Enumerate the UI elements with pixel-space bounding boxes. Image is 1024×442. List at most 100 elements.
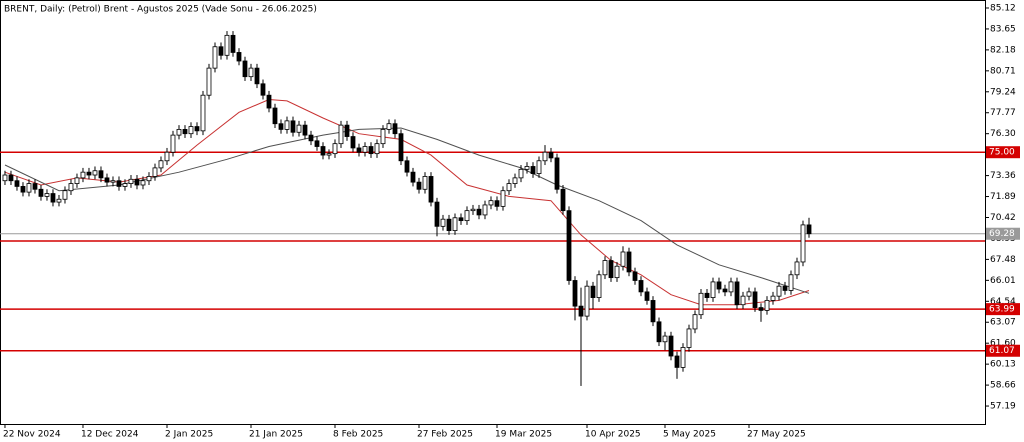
candle-body: [746, 291, 752, 297]
candle-body: [500, 190, 506, 207]
x-tick-label: 8 Feb 2025: [333, 430, 383, 440]
y-tick-label: 82.18: [990, 45, 1016, 55]
level-label: 61.07: [989, 346, 1015, 356]
y-tick-label: 79.24: [990, 87, 1016, 97]
candle-body: [152, 167, 158, 177]
chart-title: BRENT, Daily: (Petrol) Brent - Agustos 2…: [4, 5, 317, 15]
candle-body: [74, 177, 80, 184]
last-price-box: [986, 227, 1020, 240]
candle-body: [608, 260, 614, 279]
candle-body: [116, 180, 122, 187]
candle-body: [272, 107, 278, 125]
y-tick-label: 73.36: [990, 171, 1016, 181]
candle-body: [218, 46, 224, 56]
candle-body: [554, 157, 560, 190]
candle-body: [26, 183, 32, 193]
y-tick-label: 66.01: [990, 276, 1016, 286]
candle-body: [494, 200, 500, 207]
candle-body: [104, 177, 110, 183]
candle-body: [806, 224, 812, 235]
candle-body: [2, 174, 8, 182]
candle-body: [680, 347, 686, 368]
y-tick-label: 77.77: [990, 108, 1016, 118]
candle-body: [248, 67, 254, 78]
candle-body: [566, 210, 572, 281]
candle-body: [8, 174, 14, 182]
candle-body: [770, 295, 776, 301]
candle-body: [194, 126, 200, 132]
candle-body: [638, 280, 644, 293]
candle-body: [416, 181, 422, 190]
y-tick-label: 58.66: [990, 381, 1016, 391]
candle-body: [674, 355, 680, 368]
candle-body: [368, 146, 374, 155]
y-tick-label: 57.19: [990, 402, 1016, 412]
last-price-label: 69.28: [989, 229, 1015, 239]
candle-body: [512, 177, 518, 184]
candle-body: [542, 151, 548, 162]
x-tick-label: 19 Mar 2025: [495, 430, 552, 440]
candle-body: [158, 160, 164, 169]
candle-body: [440, 218, 446, 227]
candle-body: [284, 120, 290, 130]
y-tick-label: 61.60: [990, 339, 1016, 349]
candle-body: [386, 123, 392, 130]
candle-body: [146, 176, 152, 182]
level-label-box: [986, 303, 1020, 316]
candle-body: [164, 151, 170, 162]
x-tick-label: 27 May 2025: [747, 430, 806, 440]
candle-body: [560, 188, 566, 212]
candle-body: [704, 292, 710, 298]
candle-body: [446, 218, 452, 232]
candle-body: [572, 280, 578, 307]
candle-body: [224, 34, 230, 56]
candle-body: [230, 34, 236, 53]
y-tick-label: 76.30: [990, 129, 1016, 139]
candle-body: [530, 166, 536, 174]
x-tick-label: 27 Feb 2025: [417, 430, 473, 440]
x-tick-label: 22 Nov 2024: [3, 430, 61, 440]
candle-body: [170, 134, 176, 153]
candle-body: [200, 94, 206, 132]
candle-body: [476, 208, 482, 216]
candle-body: [602, 260, 608, 276]
candle-body: [404, 160, 410, 173]
candle-body: [38, 188, 44, 197]
candle-body: [794, 261, 800, 276]
candle-body: [92, 170, 98, 176]
x-tick-label: 2 Jan 2025: [165, 430, 213, 440]
candle-body: [662, 335, 668, 343]
candle-body: [452, 217, 458, 232]
moving-average: [4, 127, 810, 294]
y-tick-label: 60.13: [990, 360, 1016, 370]
candle-body: [326, 153, 332, 156]
candle-body: [380, 129, 386, 145]
candle-body: [722, 288, 728, 293]
candle-body: [344, 124, 350, 137]
candle-body: [464, 210, 470, 222]
candle-body: [668, 335, 674, 357]
candle-body: [68, 183, 74, 192]
candle-body: [590, 285, 596, 298]
candle-body: [710, 281, 716, 298]
candle-body: [398, 133, 404, 162]
candle-body: [410, 171, 416, 183]
candle-body: [332, 143, 338, 155]
candle-body: [716, 281, 722, 290]
level-label-box: [986, 146, 1020, 159]
candle-body: [632, 271, 638, 281]
candle-body: [296, 124, 302, 133]
candle-body: [266, 94, 272, 109]
candle-body: [50, 193, 56, 203]
candle-body: [32, 183, 38, 190]
candle-body: [752, 291, 758, 308]
candle-body: [356, 147, 362, 153]
candle-body: [536, 160, 542, 174]
candle-body: [644, 291, 650, 301]
candle-body: [308, 134, 314, 142]
level-label: 75.00: [989, 148, 1015, 158]
candle-body: [482, 204, 488, 216]
candle-body: [596, 274, 602, 298]
level-label-box: [986, 344, 1020, 357]
